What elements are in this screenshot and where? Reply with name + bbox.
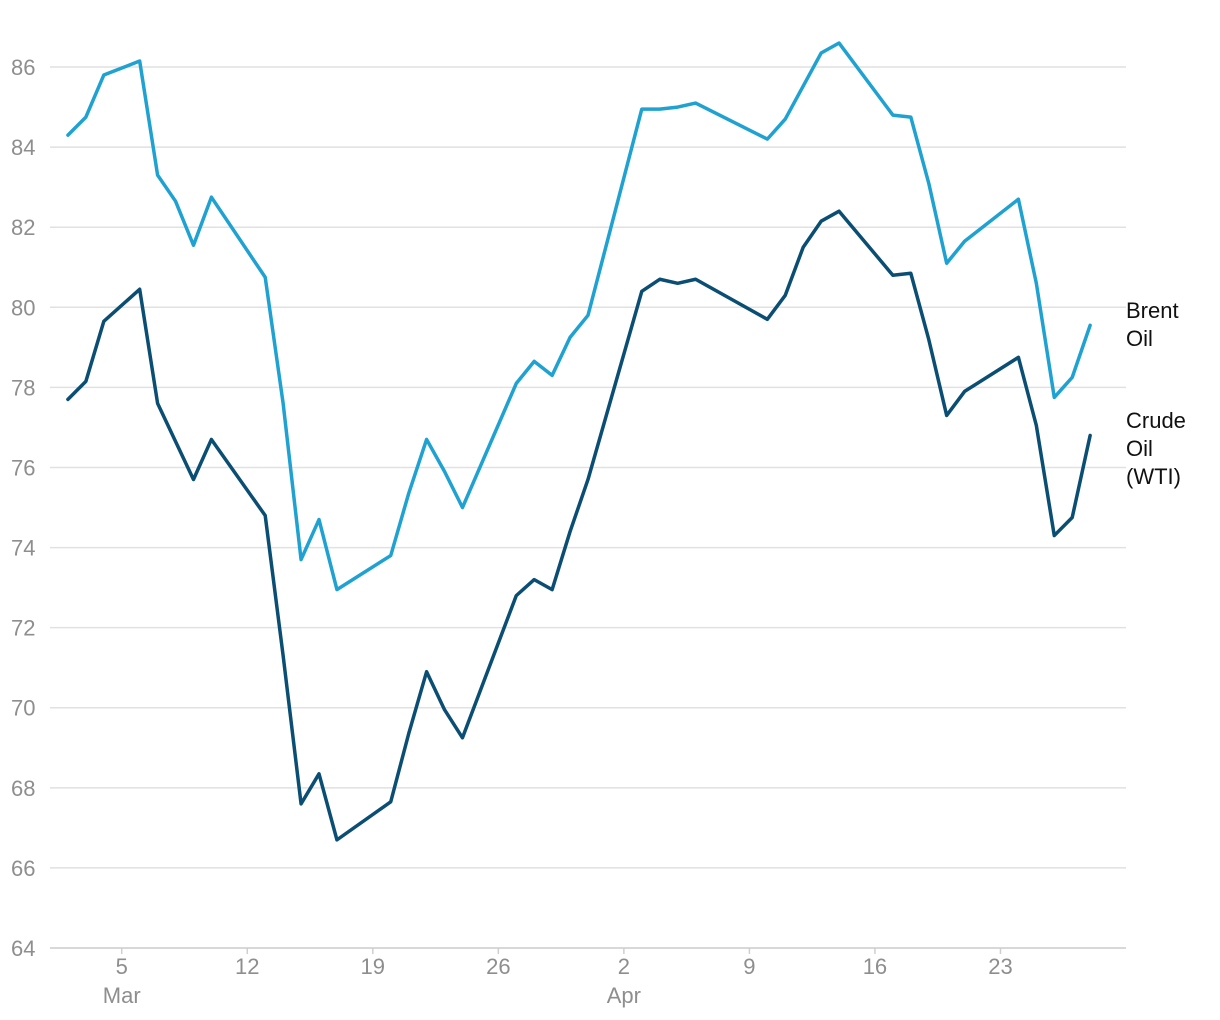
x-tick-label: 12: [235, 954, 259, 979]
y-tick-label: 78: [11, 375, 35, 400]
series-label-layer: Brent Oil Crude Oil (WTI): [1126, 298, 1186, 489]
wti-label-line-1: Crude: [1126, 408, 1186, 433]
y-tick-label: 64: [11, 936, 35, 961]
y-tick-label: 74: [11, 536, 35, 561]
y-tick-label: 86: [11, 55, 35, 80]
y-tick-label: 82: [11, 215, 35, 240]
brent-label-line-2: Oil: [1126, 326, 1153, 351]
brent-label-line-1: Brent: [1126, 298, 1179, 323]
grid-layer: [50, 66, 1126, 949]
x-tick-label: 19: [361, 954, 385, 979]
axis-layer: 64 66 68 70 72 74 76 78 80 82 84 86 5 Mar 12 19 26 2 Apr 9 1…: [11, 55, 1126, 1008]
x-tick-label: 5: [116, 954, 128, 979]
x-tick-label: 26: [486, 954, 510, 979]
y-tick-label: 84: [11, 135, 35, 160]
y-tick-label: 80: [11, 295, 35, 320]
x-tick-label: 9: [743, 954, 755, 979]
wti-label-line-3: (WTI): [1126, 464, 1181, 489]
y-tick-label: 76: [11, 455, 35, 480]
y-tick-label: 68: [11, 776, 35, 801]
x-tick-label: 16: [863, 954, 887, 979]
y-tick-label: 66: [11, 856, 35, 881]
x-month-label: Mar: [103, 983, 141, 1008]
wti-series-line: [66, 209, 1092, 842]
x-month-label: Apr: [607, 983, 641, 1008]
series-layer: [66, 41, 1092, 842]
y-tick-label: 70: [11, 696, 35, 721]
y-tick-label: 72: [11, 616, 35, 641]
x-tick-label: 23: [988, 954, 1012, 979]
x-tick-label: 2: [618, 954, 630, 979]
wti-label-line-2: Oil: [1126, 436, 1153, 461]
